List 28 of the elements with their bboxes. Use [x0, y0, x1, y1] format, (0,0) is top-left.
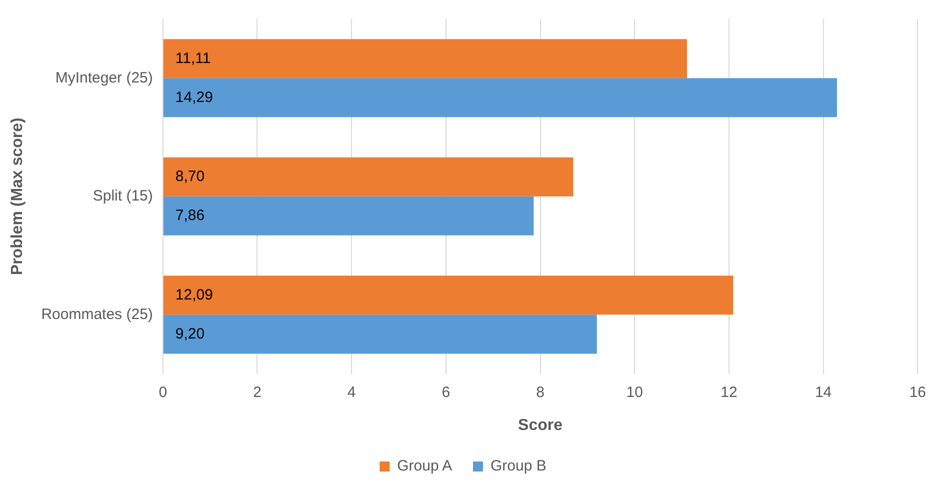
y-tick-label: Roommates (25): [41, 306, 153, 323]
x-tick-label: 14: [814, 384, 832, 401]
data-label: 12,09: [175, 286, 213, 304]
bar: [163, 78, 837, 118]
legend-label: Group A: [397, 458, 452, 475]
y-axis-title: Problem (Max score): [9, 118, 26, 276]
data-label: 8,70: [175, 168, 205, 186]
x-tick-label: 16: [909, 384, 926, 401]
x-tick-label: 0: [158, 384, 168, 401]
bar: [163, 196, 534, 236]
bar: [163, 39, 687, 78]
x-tick-label: 8: [536, 384, 544, 401]
data-label: 14,29: [175, 88, 213, 106]
data-label: 9,20: [175, 325, 205, 342]
y-tick-label: Split (15): [92, 188, 153, 205]
bar: [163, 314, 597, 354]
x-tick-label: 4: [347, 384, 356, 401]
x-tick-label: 6: [442, 384, 450, 401]
x-tick-label: 10: [626, 384, 643, 401]
x-tick-label: 2: [253, 384, 262, 401]
bar: [163, 157, 574, 196]
y-tick-label: MyInteger (25): [55, 69, 153, 86]
data-label: 7,86: [175, 207, 205, 224]
x-axis-title: Score: [518, 416, 563, 434]
legend-label: Group B: [490, 458, 546, 475]
bar: [163, 276, 734, 315]
x-tick-label: 12: [720, 384, 738, 401]
data-label: 11,11: [175, 50, 211, 67]
